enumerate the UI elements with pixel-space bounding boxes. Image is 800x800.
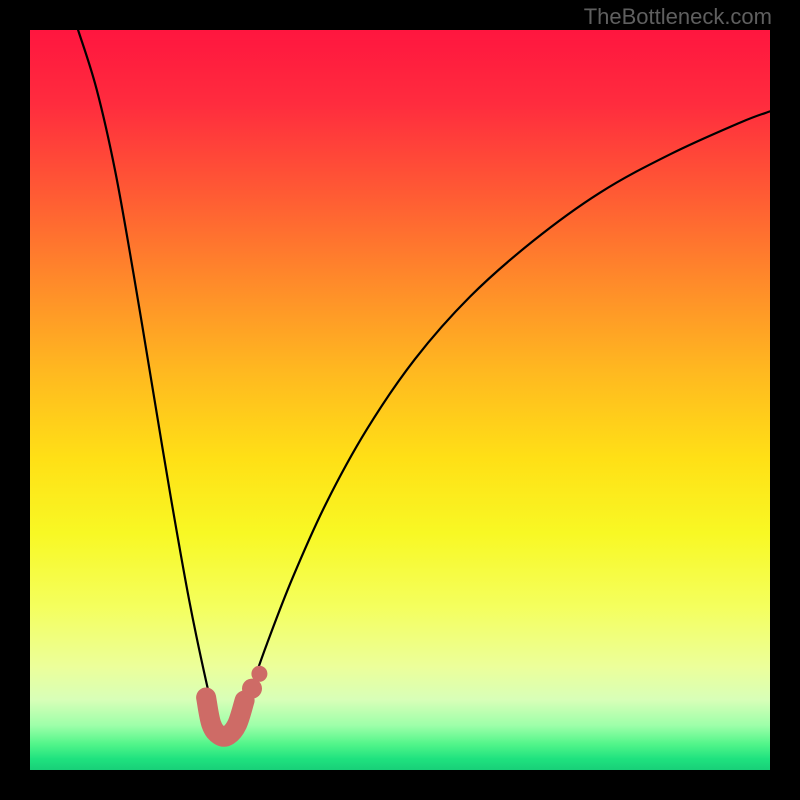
highlight-dot xyxy=(251,666,267,682)
plot-gradient-area xyxy=(30,30,770,770)
watermark-text: TheBottleneck.com xyxy=(584,4,772,30)
bottleneck-chart-svg xyxy=(0,0,800,800)
chart-stage: TheBottleneck.com xyxy=(0,0,800,800)
